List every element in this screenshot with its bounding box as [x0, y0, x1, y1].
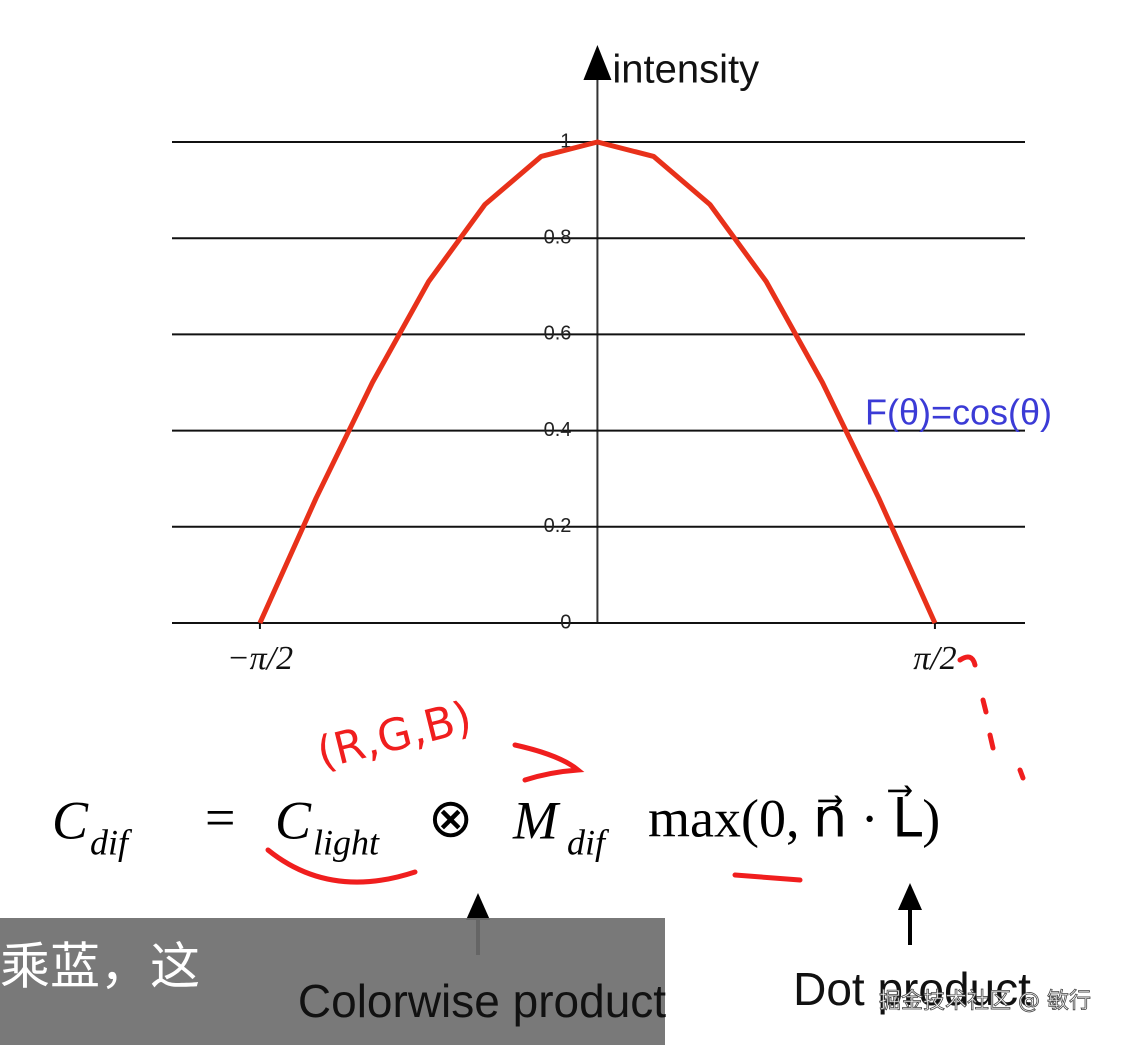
formula-light: C — [275, 790, 312, 850]
watermark: 掘金技术社区 @ 敏行 — [879, 989, 1091, 1014]
handwriting — [265, 654, 1026, 885]
dots — [957, 654, 1026, 781]
y-tick-label: 1 — [560, 130, 571, 152]
y-axis-label: intensity — [612, 48, 759, 92]
formula-light-sub: light — [313, 822, 380, 862]
line-series — [257, 139, 938, 625]
y-tick-label: 0.8 — [544, 226, 572, 248]
subtitle: 乘蓝，这 — [0, 938, 200, 996]
chart: intensity 0 0.2 0.4 0.6 0.8 1 −π/2 π/2 F(θ)=cos(θ… — [172, 45, 1052, 677]
arrow-head — [898, 883, 922, 910]
y-axis-arrow — [583, 45, 612, 80]
y-tick-label: 0.6 — [544, 323, 572, 345]
formula-lhs: C — [52, 790, 89, 850]
x-tick-label: −π/2 — [227, 640, 293, 677]
formula-op: ⊗ — [428, 788, 473, 848]
scribble — [512, 742, 585, 783]
annotation: Dot product — [793, 963, 1031, 1015]
formula: C dif = C light ⊗ M dif max(0, n⃗ · L⃗) — [52, 785, 940, 863]
formula-mat: M — [512, 790, 561, 850]
formula-lhs-sub: dif — [90, 822, 133, 862]
dash — [732, 872, 803, 883]
formula-mat-sub: dif — [567, 822, 610, 862]
y-tick-label: 0.4 — [544, 419, 572, 441]
formula-rest: max(0, n⃗ · L⃗) — [648, 785, 940, 849]
subtitle-box — [0, 918, 665, 1045]
annotation: Colorwise product — [298, 975, 666, 1027]
arrow-head — [466, 893, 490, 920]
y-tick-label: 0.2 — [544, 515, 572, 537]
formula-eq: = — [205, 787, 235, 847]
series-label: F(θ)=cos(θ) — [865, 392, 1052, 433]
underline — [265, 847, 418, 885]
y-tick-label: 0 — [560, 611, 571, 633]
x-tick-label: π/2 — [913, 640, 956, 677]
